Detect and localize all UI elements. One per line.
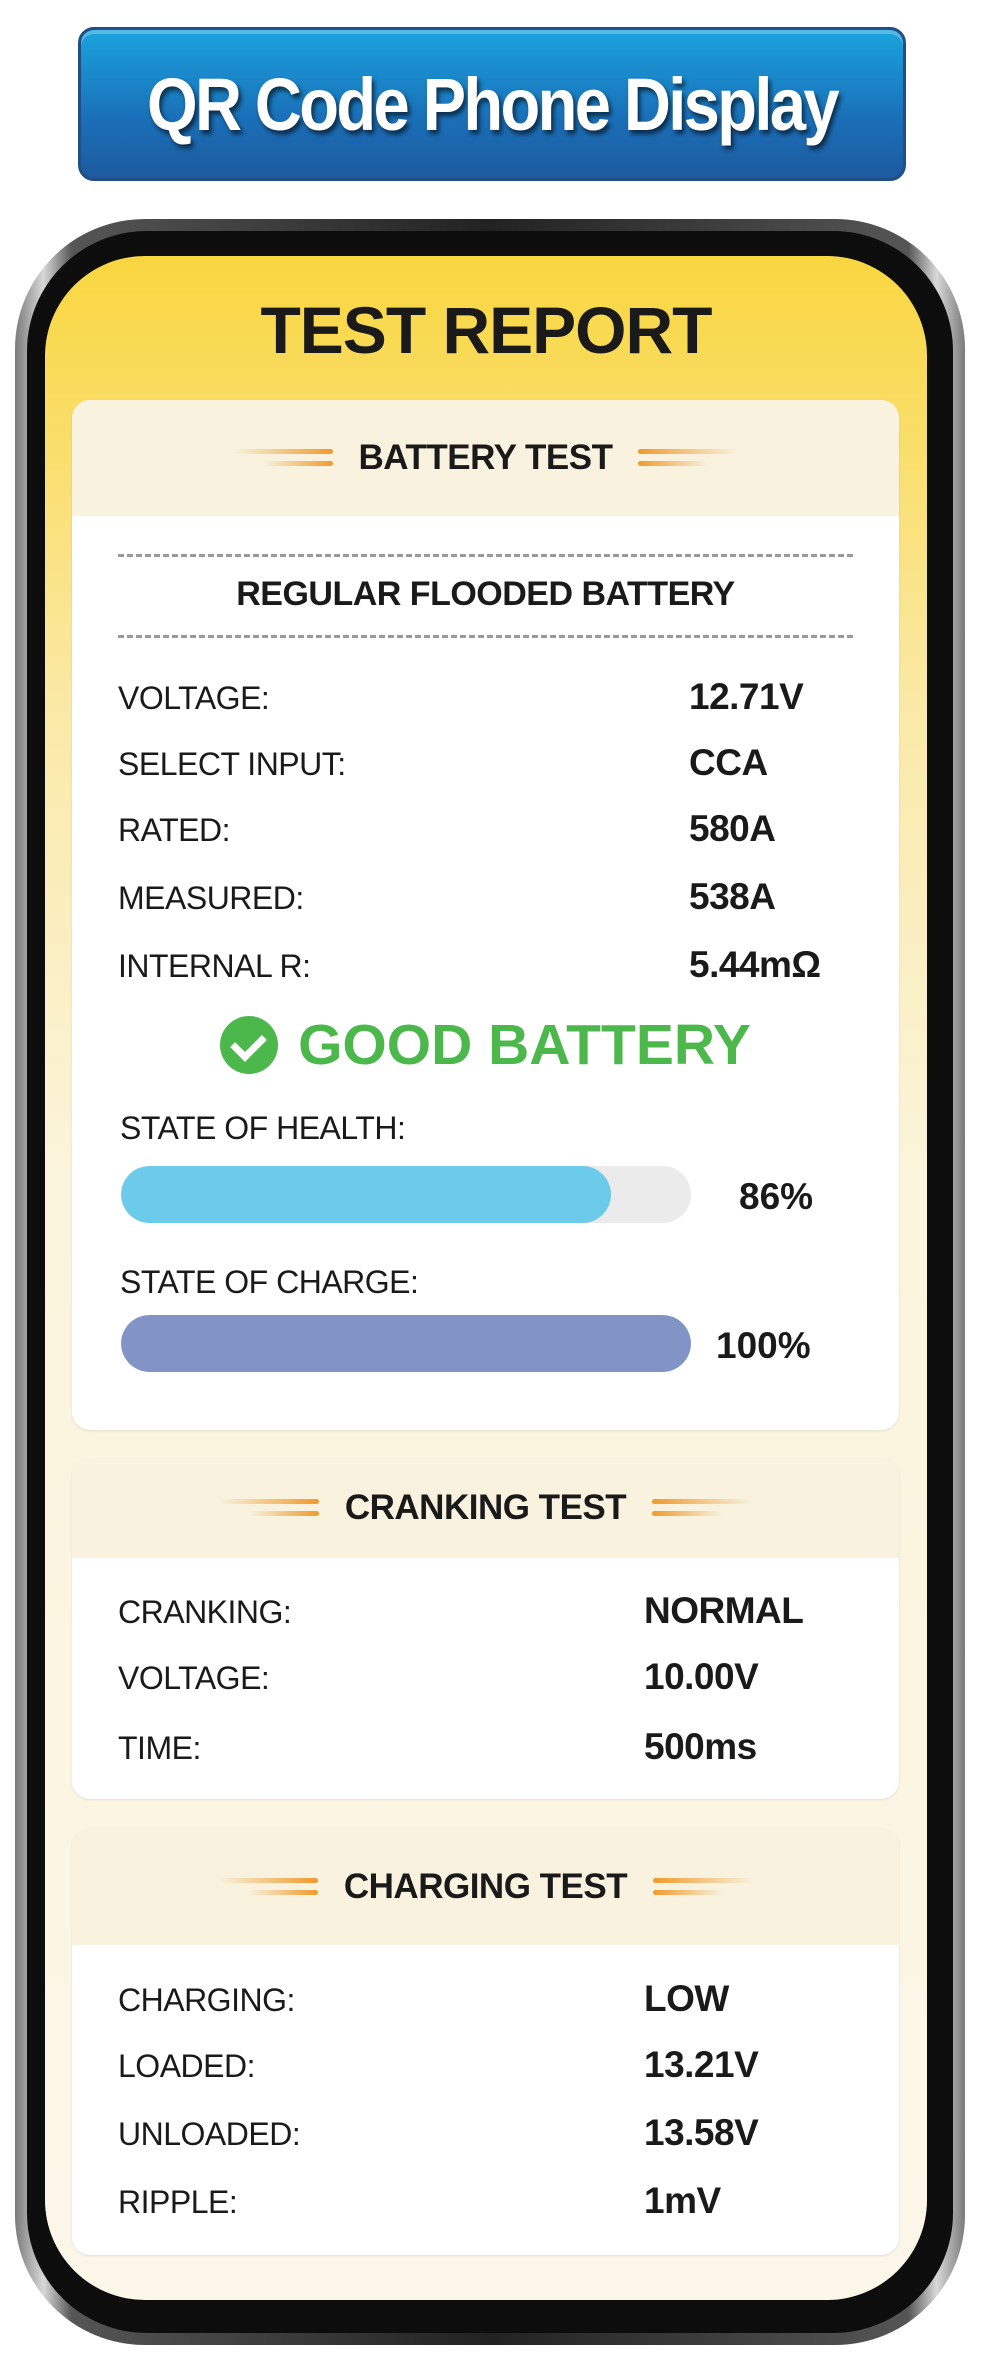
data-row: MEASURED: 538A [118, 876, 869, 924]
soc-progress-bar [121, 1315, 691, 1372]
data-row: LOADED: 13.21V [118, 2044, 869, 2092]
data-row: INTERNAL R: 5.44mΩ [118, 944, 869, 992]
soh-label: STATE OF HEALTH: [120, 1110, 406, 1146]
row-label: SELECT INPUT: [118, 746, 346, 782]
row-value: CCA [689, 742, 768, 783]
row-value: LOW [644, 1978, 729, 2019]
divider [118, 554, 853, 557]
row-value: NORMAL [644, 1590, 804, 1631]
row-label: VOLTAGE: [118, 680, 270, 716]
data-row: UNLOADED: 13.58V [118, 2112, 869, 2160]
soc-progress-fill [121, 1315, 691, 1372]
decor-lines-icon [218, 1499, 319, 1517]
cranking-test-card: CRANKING TEST CRANKING: NORMAL VOLTAGE: 10… [72, 1458, 899, 1799]
title-banner: QR Code Phone Display [78, 27, 906, 181]
soc-percent: 100% [716, 1325, 811, 1366]
card-title: BATTERY TEST [358, 438, 613, 477]
data-row: CHARGING: LOW [118, 1978, 869, 2026]
row-value: 1mV [644, 2180, 721, 2221]
data-row: VOLTAGE: 10.00V [118, 1656, 869, 1704]
soh-progress-fill [121, 1166, 612, 1223]
decor-lines-icon [638, 449, 739, 467]
decor-lines-icon [217, 1877, 318, 1896]
row-value: 10.00V [644, 1656, 759, 1697]
row-value: 13.21V [644, 2044, 759, 2085]
decor-lines-icon [652, 1499, 753, 1517]
report-title: TEST REPORT [260, 293, 712, 367]
row-label: UNLOADED: [118, 2116, 301, 2152]
phone-screen: TEST REPORT BATTERY TEST REGULAR FLOODED… [45, 256, 927, 2300]
charging-test-card: CHARGING TEST CHARGING: LOW LOADED: 13.21V… [72, 1828, 899, 2255]
card-title: CRANKING TEST [344, 1488, 627, 1527]
row-label: INTERNAL R: [118, 948, 311, 984]
result-text: GOOD BATTERY [298, 1013, 751, 1077]
data-row: CRANKING: NORMAL [118, 1590, 869, 1638]
row-value: 538A [689, 876, 776, 917]
data-row: RATED: 580A [118, 808, 869, 856]
row-label: CRANKING: [118, 1594, 292, 1630]
row-label: MEASURED: [118, 880, 304, 916]
row-label: RIPPLE: [118, 2184, 238, 2220]
banner-title: QR Code Phone Display [147, 62, 840, 146]
row-label: CHARGING: [118, 1982, 295, 2018]
decor-lines-icon [232, 449, 333, 467]
card-header: BATTERY TEST [72, 400, 899, 516]
divider [118, 635, 853, 638]
row-label: RATED: [118, 812, 230, 848]
row-value: 580A [689, 808, 776, 849]
decor-lines-icon [653, 1877, 754, 1896]
card-header: CRANKING TEST [72, 1458, 899, 1558]
row-value: 5.44mΩ [689, 944, 821, 985]
row-label: VOLTAGE: [118, 1660, 270, 1696]
card-header: CHARGING TEST [72, 1828, 899, 1945]
row-label: TIME: [118, 1730, 201, 1766]
row-value: 13.58V [644, 2112, 759, 2153]
row-value: 500ms [644, 1726, 757, 1767]
battery-result: GOOD BATTERY [72, 1012, 899, 1078]
data-row: RIPPLE: 1mV [118, 2180, 869, 2228]
soh-percent: 86% [739, 1176, 814, 1217]
row-label: LOADED: [118, 2048, 255, 2084]
battery-type: REGULAR FLOODED BATTERY [236, 575, 735, 613]
battery-test-card: BATTERY TEST REGULAR FLOODED BATTERY VOL… [72, 400, 899, 1430]
data-row: SELECT INPUT: CCA [118, 742, 869, 790]
row-value: 12.71V [689, 676, 804, 717]
card-title: CHARGING TEST [343, 1866, 628, 1906]
check-circle-icon [220, 1016, 279, 1074]
soc-label: STATE OF CHARGE: [120, 1264, 419, 1300]
data-row: TIME: 500ms [118, 1726, 869, 1774]
data-row: VOLTAGE: 12.71V [118, 676, 869, 724]
soh-progress-bar [121, 1166, 691, 1223]
